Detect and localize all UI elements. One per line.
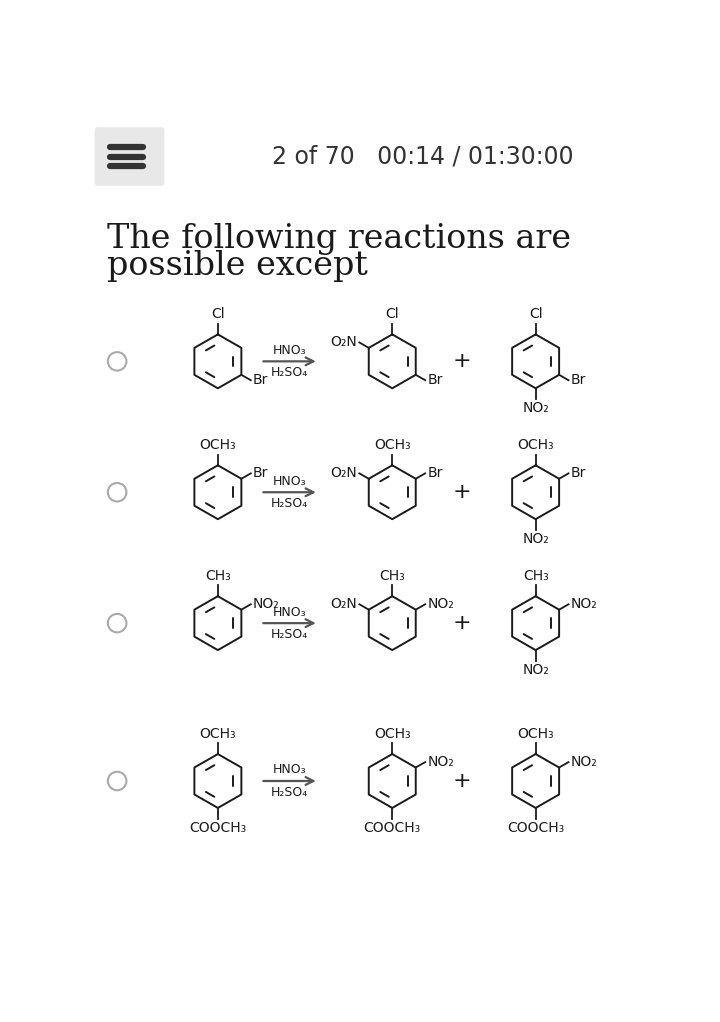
Text: Br: Br	[428, 373, 443, 387]
Text: OCH₃: OCH₃	[517, 438, 554, 452]
Text: H₂SO₄: H₂SO₄	[271, 628, 308, 641]
Text: Br: Br	[253, 466, 269, 480]
Text: Br: Br	[253, 373, 269, 387]
Text: CH₃: CH₃	[205, 569, 230, 584]
Text: HNO₃: HNO₃	[273, 343, 307, 357]
Text: +: +	[453, 482, 472, 502]
Text: NO₂: NO₂	[428, 755, 454, 770]
Text: CH₃: CH₃	[379, 569, 405, 584]
Text: The following reactions are: The following reactions are	[107, 223, 571, 254]
Text: CH₃: CH₃	[523, 569, 549, 584]
Text: O₂N: O₂N	[330, 466, 357, 480]
Text: +: +	[453, 771, 472, 791]
Text: O₂N: O₂N	[330, 335, 357, 350]
Text: Cl: Cl	[385, 308, 399, 321]
Text: NO₂: NO₂	[522, 532, 549, 547]
Text: NO₂: NO₂	[522, 402, 549, 415]
Text: HNO₃: HNO₃	[273, 763, 307, 777]
Text: COOCH₃: COOCH₃	[507, 821, 564, 835]
Text: OCH₃: OCH₃	[517, 727, 554, 741]
Text: Br: Br	[571, 466, 586, 480]
FancyBboxPatch shape	[94, 128, 164, 186]
Text: OCH₃: OCH₃	[374, 727, 410, 741]
Text: possible except: possible except	[107, 249, 368, 282]
Text: OCH₃: OCH₃	[374, 438, 410, 452]
Text: H₂SO₄: H₂SO₄	[271, 497, 308, 510]
Text: COOCH₃: COOCH₃	[189, 821, 246, 835]
Text: COOCH₃: COOCH₃	[364, 821, 421, 835]
Text: NO₂: NO₂	[253, 597, 280, 611]
Text: NO₂: NO₂	[428, 597, 454, 611]
Text: H₂SO₄: H₂SO₄	[271, 786, 308, 798]
Text: NO₂: NO₂	[571, 755, 598, 770]
Text: Cl: Cl	[528, 308, 542, 321]
Text: NO₂: NO₂	[522, 663, 549, 678]
Text: O₂N: O₂N	[330, 597, 357, 611]
Text: Br: Br	[428, 466, 443, 480]
Text: +: +	[453, 352, 472, 371]
Text: 2 of 70   00:14 / 01:30:00: 2 of 70 00:14 / 01:30:00	[272, 144, 574, 169]
Text: Br: Br	[571, 373, 586, 387]
Text: OCH₃: OCH₃	[199, 727, 236, 741]
Text: HNO₃: HNO₃	[273, 605, 307, 618]
Text: HNO₃: HNO₃	[273, 474, 307, 487]
Text: H₂SO₄: H₂SO₄	[271, 366, 308, 379]
Text: NO₂: NO₂	[571, 597, 598, 611]
Text: OCH₃: OCH₃	[199, 438, 236, 452]
Text: Cl: Cl	[211, 308, 225, 321]
Text: +: +	[453, 613, 472, 634]
